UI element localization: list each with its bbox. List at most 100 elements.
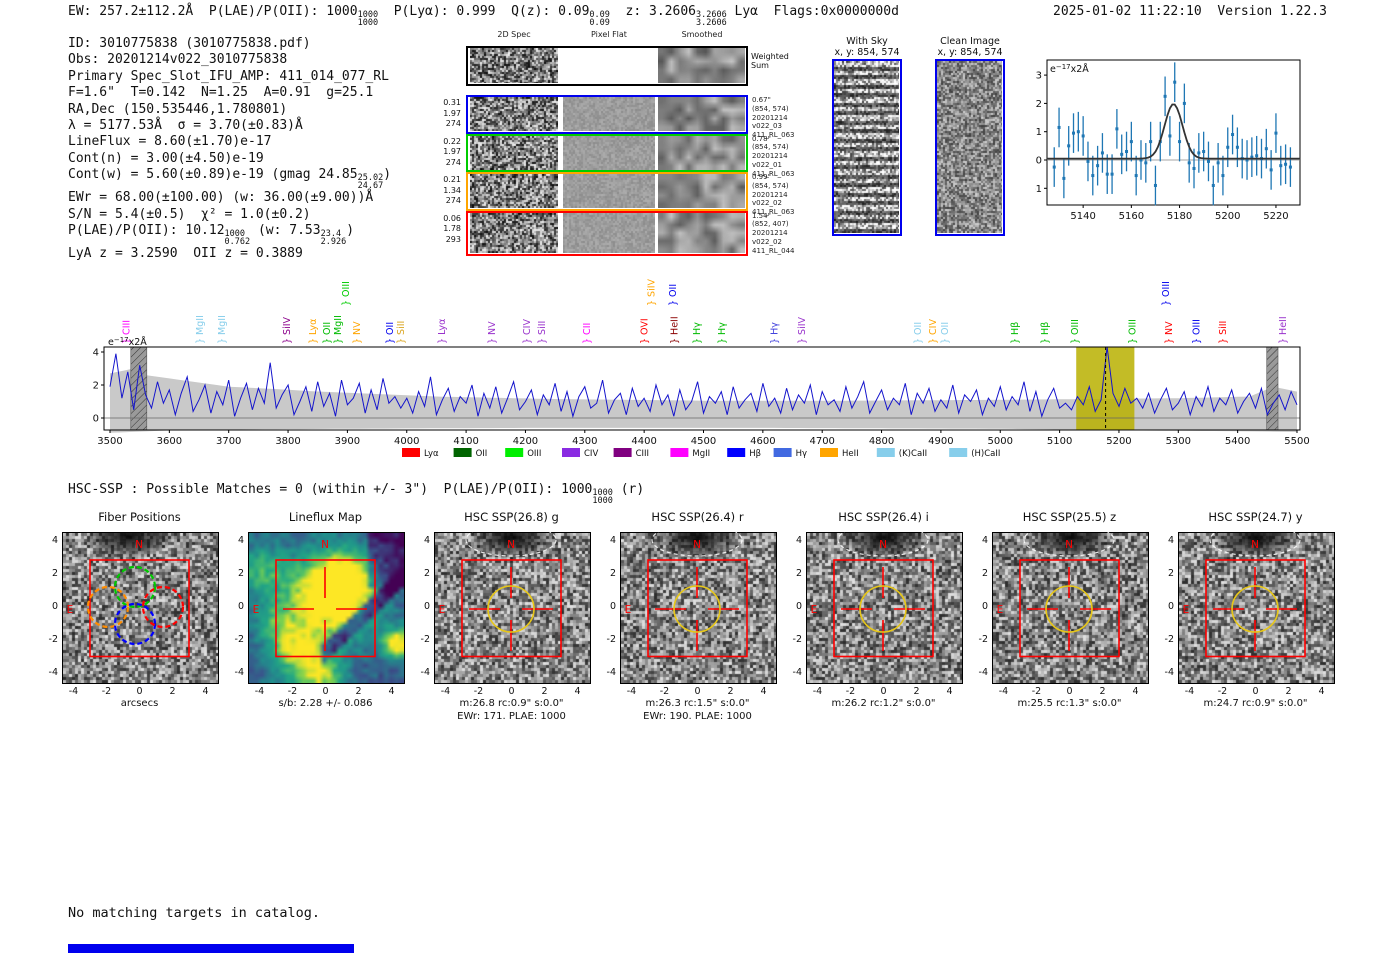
weighted-sum-label: Weighted Sum [751,52,789,70]
info-line: LineFlux = 8.60(±1.70)e-17 [68,134,391,150]
y-tick-label: -4 [48,667,58,678]
y-tick-label: 4 [795,535,802,546]
y-tick-label: -2 [1164,634,1174,645]
y-tick-label: 4 [237,535,244,546]
flux-units-label: e−17x2Å [1050,63,1089,75]
pixel-flat-image [563,135,655,170]
line-label: } OVI [640,318,651,344]
line-label: } NV [1164,321,1175,344]
line-label: } SiIV [797,316,808,344]
y-tick-label: 0 [609,601,616,612]
svg-text:3800: 3800 [275,436,300,447]
text-segment: ) [383,167,392,183]
svg-text:5200: 5200 [1106,436,1131,447]
text-segment: S/N = 5.4(±0.5) χ² = 1.0(±0.2) [68,206,311,222]
text-segment: Lyα Flags:0x0000000d [726,4,899,19]
pixel-flat-image [563,174,655,208]
line-label: } Hγ [717,322,728,344]
svg-text:3: 3 [1036,71,1042,82]
svg-text:(K)CaII: (K)CaII [899,449,927,459]
text-segment: Primary Spec_Slot_IFU_AMP: 411_014_077_R… [68,68,389,84]
svg-text:4600: 4600 [750,436,775,447]
cutout-panel-g: HSC SSP(26.8) g N E -4 -4 -2 -2 0 0 2 2 4 4 m:26.8 rc… [414,510,599,735]
stacked-fraction: 3.2606 3.2606 [695,10,727,28]
line-label: } OII [913,322,924,344]
pixel-flat-image [563,212,655,253]
svg-text:3900: 3900 [335,436,360,447]
spectrum-line [109,346,1298,419]
x-tick-label: 0 [508,686,515,697]
cutout-title: Lineflux Map [288,510,363,524]
text-segment: LineFlux = 8.60(±1.70)e-17 [68,134,272,150]
y-tick-label: -4 [792,667,802,678]
line-label: } Hγ [770,322,781,344]
y-tick-label: 4 [609,535,616,546]
x-tick-label: -4 [626,686,637,697]
fiber-annotation: 0.67" (854, 574) 20201214 v022_03 411_RL_063 [752,96,795,140]
line-label: } SiIV [282,316,293,344]
cutout-title: HSC SSP(24.7) y [1208,510,1303,524]
y-tick-label: 2 [1167,568,1174,579]
cutout-caption: s/b: 2.28 +/- 0.086 [278,698,373,709]
svg-text:3500: 3500 [97,436,122,447]
info-line: Obs: 20201214v022_3010775838 [68,52,391,68]
y-tick-label: -2 [978,634,988,645]
cutout-title: HSC SSP(26.4) r [651,510,744,524]
spec2d-image [470,135,558,170]
text-segment: (w: 7.53 [250,223,321,239]
cutout-caption: m:26.2 rc:1.2" s:0.0" [831,698,936,709]
line-label: } OII [322,322,333,344]
svg-text:HeII: HeII [842,449,859,459]
line-label: } HeII [669,316,680,344]
svg-text:MgII: MgII [692,449,710,459]
x-tick-label: 4 [1318,686,1325,697]
svg-text:CIV: CIV [584,449,598,459]
text-segment: Cont(w) = 5.60(±0.89)e-19 (gmag 24.85 [68,167,358,183]
line-label: } HeII [1278,316,1289,344]
stacked-fraction: 25.02 24.67 [357,173,384,192]
spec2d-row [466,172,748,211]
y-tick-label: 0 [795,601,802,612]
x-tick-label: -2 [659,686,670,697]
y-tick-label: 0 [51,601,58,612]
spec2d-col-header: Pixel Flat [591,30,627,39]
stacked-fraction: 1000 0.762 [224,229,251,248]
info-line: Cont(n) = 3.00(±4.50)e-19 [68,151,391,167]
cutout-caption: m:25.5 rc:1.3" s:0.0" [1017,698,1122,709]
y-tick-label: 0 [981,601,988,612]
stacked-fraction: 0.09 0.09 [589,10,610,28]
text-segment: z: 3.2606 [609,4,696,19]
y-tick-label: 2 [609,568,616,579]
svg-text:5500: 5500 [1284,436,1309,447]
fiber-weight-labels: 0.31 1.97 274 [443,98,461,128]
info-line: RA,Dec (150.535446,1.780801) [68,102,391,118]
summary-header: EW: 257.2±112.2Å P(LAE)/P(OII): 1000 1000… [68,4,899,27]
cutout-caption: m:26.3 rc:1.5" s:0.0" [645,698,750,709]
cutout-panel-i: HSC SSP(26.4) i N E -4 -4 -2 -2 0 0 2 2 4 4 m:26.2 rc… [786,510,971,735]
svg-text:4800: 4800 [869,436,894,447]
x-tick-label: 4 [574,686,581,697]
smoothed-image [658,135,745,170]
x-tick-label: 2 [1285,686,1292,697]
spec2d-row [466,210,748,256]
cutout-caption: arcsecs [120,698,159,709]
text-segment: EWr = 68.00(±100.00) (w: 36.00(±9.00))Å [68,190,374,206]
svg-text:4300: 4300 [572,436,597,447]
with-sky-image [832,59,902,236]
svg-text:5300: 5300 [1166,436,1191,447]
cutout-image [248,532,405,684]
x-tick-label: -2 [101,686,112,697]
text-segment: RA,Dec (150.535446,1.780801) [68,101,288,117]
svg-text:0: 0 [1036,156,1042,167]
error-band [110,368,1297,433]
x-tick-label: -4 [440,686,451,697]
line-fit-inset-plot: 5140 5160 5180 5200 5220 -1 0 1 2 3 e−17x2Å [1035,59,1301,222]
info-line: Cont(w) = 5.60(±0.89)e-19 (gmag 24.85 25.… [68,167,391,190]
masked-region [1266,346,1279,431]
x-tick-label: 0 [880,686,887,697]
y-tick-label: 0 [237,601,244,612]
svg-text:4: 4 [93,348,99,359]
line-label: } Hβ [1040,322,1051,344]
line-label: } Hγ [692,322,703,344]
